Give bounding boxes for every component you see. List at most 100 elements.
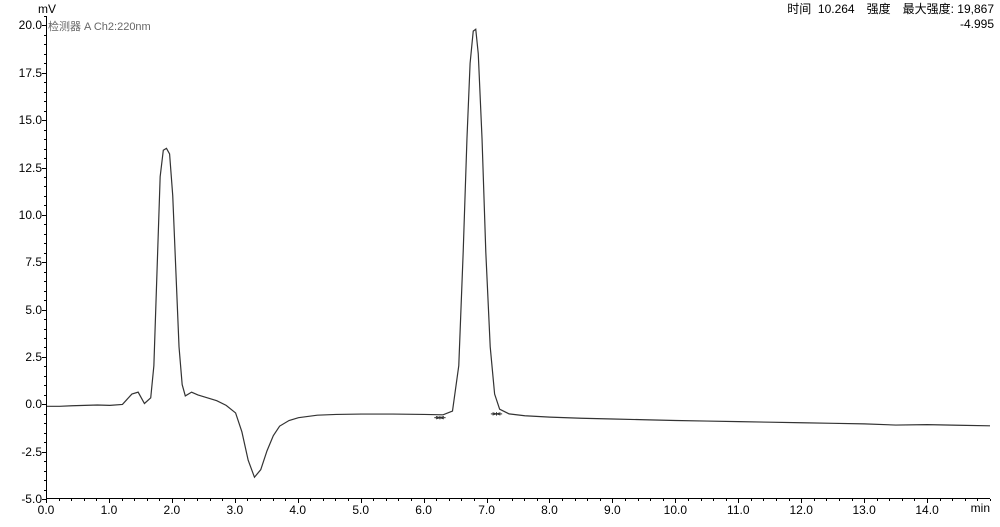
- y-tick-minor: [44, 16, 46, 17]
- x-tick-minor: [852, 499, 853, 501]
- y-tick-label: 2.5: [2, 350, 42, 364]
- y-tick-minor: [44, 329, 46, 330]
- y-tick-minor: [44, 423, 46, 424]
- x-tick-label: 11.0: [727, 503, 749, 517]
- x-tick-minor: [59, 499, 60, 501]
- x-tick-minor: [537, 499, 538, 501]
- x-tick-minor: [965, 499, 966, 501]
- x-tick-minor: [839, 499, 840, 501]
- x-tick-minor: [474, 499, 475, 501]
- y-tick-minor: [44, 385, 46, 386]
- x-axis-unit: min: [971, 501, 990, 515]
- x-tick-minor: [247, 499, 248, 501]
- x-tick-minor: [990, 499, 991, 501]
- max-intensity-value: 19,867: [957, 2, 994, 16]
- y-tick-minor: [44, 111, 46, 112]
- y-tick-minor: [44, 414, 46, 415]
- y-tick-minor: [44, 177, 46, 178]
- x-tick-minor: [273, 499, 274, 501]
- x-tick-minor: [650, 499, 651, 501]
- y-tick-minor: [44, 186, 46, 187]
- x-tick-minor: [436, 499, 437, 501]
- y-tick-minor: [44, 139, 46, 140]
- y-tick-minor: [44, 490, 46, 491]
- y-tick: [42, 262, 46, 263]
- y-tick-minor: [44, 35, 46, 36]
- y-tick: [42, 25, 46, 26]
- y-tick-minor: [44, 253, 46, 254]
- x-tick-minor: [814, 499, 815, 501]
- y-tick: [42, 404, 46, 405]
- y-tick-minor: [44, 433, 46, 434]
- y-tick: [42, 73, 46, 74]
- x-tick-minor: [398, 499, 399, 501]
- y-tick: [42, 357, 46, 358]
- x-tick-label: 14.0: [915, 503, 938, 517]
- y-tick-minor: [44, 130, 46, 131]
- x-tick-minor: [122, 499, 123, 501]
- y-tick-minor: [44, 376, 46, 377]
- x-tick-minor: [96, 499, 97, 501]
- trace-line: [47, 29, 990, 477]
- x-tick-minor: [575, 499, 576, 501]
- y-tick-minor: [44, 158, 46, 159]
- y-tick: [42, 215, 46, 216]
- intensity-label: 强度: [867, 2, 891, 16]
- y-tick-minor: [44, 347, 46, 348]
- y-tick-label: -2.5: [2, 445, 42, 459]
- y-axis-unit: mV: [38, 2, 56, 16]
- x-tick-minor: [184, 499, 185, 501]
- y-tick-minor: [44, 149, 46, 150]
- y-tick-minor: [44, 395, 46, 396]
- y-tick-minor: [44, 471, 46, 472]
- x-tick-minor: [701, 499, 702, 501]
- x-tick-minor: [449, 499, 450, 501]
- y-tick-minor: [44, 196, 46, 197]
- x-tick-minor: [789, 499, 790, 501]
- x-tick-minor: [688, 499, 689, 501]
- x-tick-minor: [625, 499, 626, 501]
- chromatogram-chart: 时间 10.264 强度 最大强度: 19,867-4.995 mV 检测器 A…: [0, 0, 1000, 527]
- x-tick-label: 8.0: [541, 503, 558, 517]
- y-tick-minor: [44, 54, 46, 55]
- y-tick-label: -5.0: [2, 492, 42, 506]
- y-tick-label: 15.0: [2, 113, 42, 127]
- y-tick-minor: [44, 366, 46, 367]
- x-tick-minor: [348, 499, 349, 501]
- x-tick-minor: [512, 499, 513, 501]
- x-tick-minor: [587, 499, 588, 501]
- x-tick-minor: [335, 499, 336, 501]
- time-label: 时间: [787, 2, 811, 16]
- x-tick-minor: [952, 499, 953, 501]
- x-tick-label: 10.0: [664, 503, 687, 517]
- y-tick-label: 17.5: [2, 66, 42, 80]
- x-tick-minor: [751, 499, 752, 501]
- y-tick-label: 7.5: [2, 255, 42, 269]
- y-tick: [42, 168, 46, 169]
- y-tick: [42, 310, 46, 311]
- x-tick-minor: [902, 499, 903, 501]
- time-value: 10.264: [818, 2, 855, 16]
- x-tick-minor: [776, 499, 777, 501]
- x-tick-minor: [386, 499, 387, 501]
- x-tick-minor: [726, 499, 727, 501]
- x-tick-minor: [411, 499, 412, 501]
- y-tick-minor: [44, 82, 46, 83]
- x-tick-minor: [562, 499, 563, 501]
- y-tick-label: 20.0: [2, 18, 42, 32]
- x-tick-label: 13.0: [852, 503, 875, 517]
- y-tick-minor: [44, 272, 46, 273]
- x-tick-minor: [159, 499, 160, 501]
- chromatogram-trace: [47, 16, 990, 498]
- max-intensity-label: 最大强度:: [903, 2, 954, 16]
- x-tick-minor: [940, 499, 941, 501]
- x-tick-label: 5.0: [352, 503, 369, 517]
- y-tick-minor: [44, 243, 46, 244]
- peak-marker: [491, 412, 502, 415]
- peak-marker: [434, 416, 445, 419]
- x-tick-minor: [663, 499, 664, 501]
- x-tick-label: 3.0: [226, 503, 243, 517]
- x-tick-minor: [210, 499, 211, 501]
- y-tick-label: 10.0: [2, 208, 42, 222]
- y-tick-label: 12.5: [2, 161, 42, 175]
